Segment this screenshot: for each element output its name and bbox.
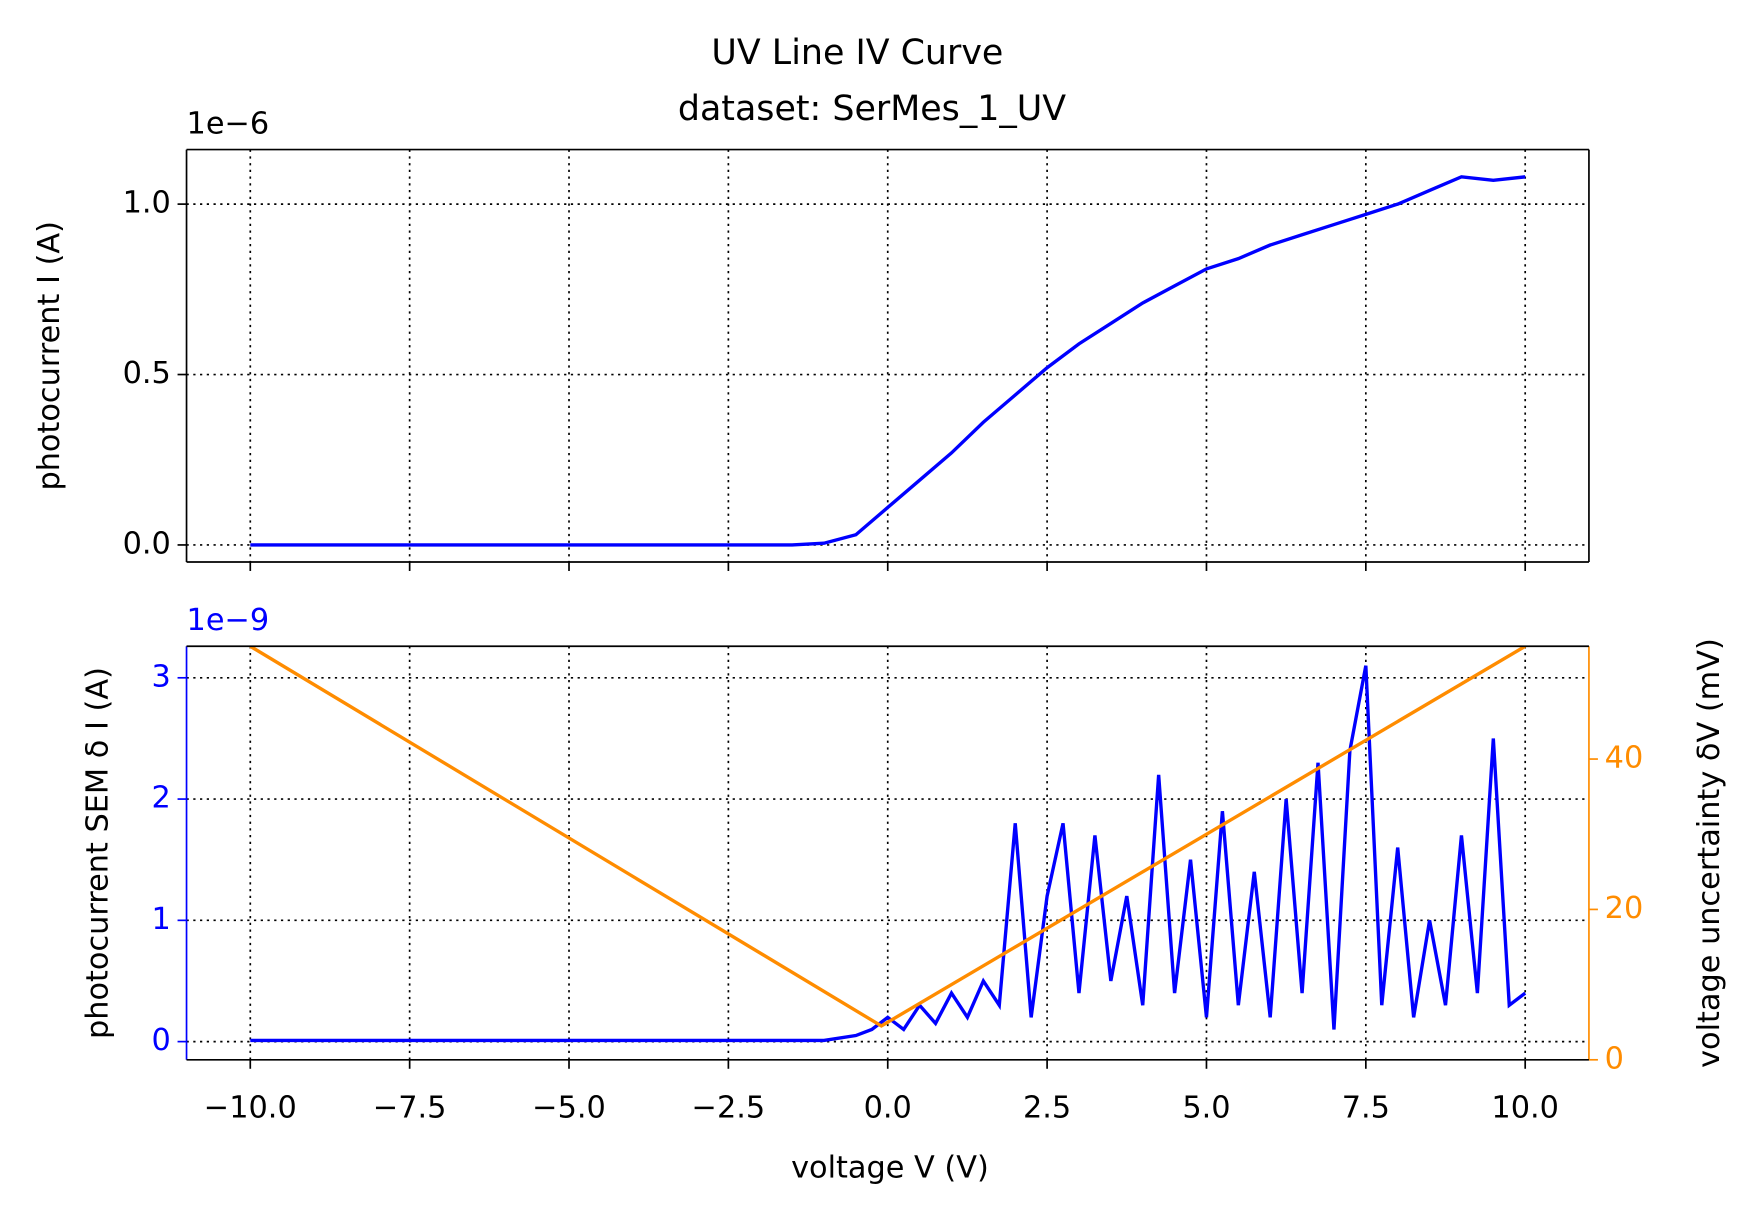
y2-tick-label: 40 <box>1605 741 1644 776</box>
y-tick-label: 0.0 <box>123 526 171 561</box>
y-offset-label: 1e−9 <box>187 603 270 638</box>
chart-subtitle: dataset: SerMes_1_UV <box>678 89 1066 129</box>
x-tick-label: 10.0 <box>1491 1091 1559 1126</box>
x-tick-label: −10.0 <box>204 1091 297 1126</box>
y2-axis-label: voltage uncertainty δV (mV) <box>1692 638 1727 1068</box>
y-tick-label: 0 <box>152 1023 171 1058</box>
y-tick-label: 1 <box>152 902 171 937</box>
y2-tick-label: 0 <box>1605 1041 1624 1076</box>
y-tick-label: 1.0 <box>123 186 171 221</box>
x-tick-label: 7.5 <box>1342 1091 1390 1126</box>
x-tick-label: 5.0 <box>1182 1091 1230 1126</box>
y-axis-label: photocurrent I (A) <box>32 221 67 491</box>
y-offset-label: 1e−6 <box>187 106 270 141</box>
y-tick-label: 2 <box>152 781 171 816</box>
chart-title: UV Line IV Curve <box>711 33 1003 73</box>
data-line <box>250 175 1526 547</box>
x-tick-label: 2.5 <box>1023 1091 1071 1126</box>
x-axis-label: voltage V (V) <box>791 1150 989 1185</box>
data-line <box>250 665 1527 1043</box>
y-axis-label: photocurrent SEM δ I (A) <box>80 667 115 1039</box>
y2-tick-label: 20 <box>1605 891 1644 926</box>
data-line <box>249 646 1527 1028</box>
x-tick-label: 0.0 <box>864 1091 912 1126</box>
x-tick-label: −2.5 <box>692 1091 766 1126</box>
x-tick-label: −5.0 <box>532 1091 606 1126</box>
x-tick-label: −7.5 <box>373 1091 447 1126</box>
y-tick-label: 3 <box>152 659 171 694</box>
y-tick-label: 0.5 <box>123 356 171 391</box>
